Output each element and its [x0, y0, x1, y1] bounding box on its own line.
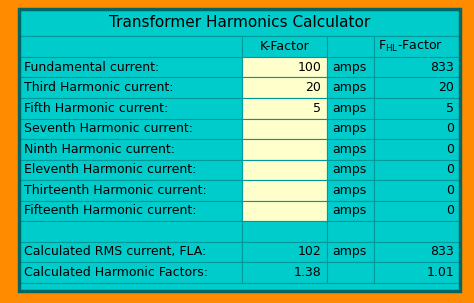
Text: Fifteenth Harmonic current:: Fifteenth Harmonic current: [24, 204, 196, 217]
Bar [374, 201, 460, 221]
Text: amps: amps [332, 61, 366, 74]
Bar [242, 57, 327, 78]
Bar [327, 221, 374, 241]
Text: 0: 0 [446, 204, 454, 217]
Text: 20: 20 [306, 81, 321, 94]
Bar [374, 262, 460, 283]
Text: amps: amps [332, 143, 366, 156]
Text: amps: amps [332, 245, 366, 258]
Text: 20: 20 [438, 81, 454, 94]
Bar [19, 36, 242, 57]
Bar [242, 241, 327, 262]
Bar [327, 98, 374, 118]
Bar [242, 36, 327, 57]
Bar [242, 180, 327, 201]
Text: amps: amps [332, 204, 366, 217]
Bar [242, 139, 327, 160]
Bar [374, 118, 460, 139]
Text: 0: 0 [446, 163, 454, 176]
Bar [327, 160, 374, 180]
Text: 1.01: 1.01 [426, 266, 454, 279]
Bar [374, 139, 460, 160]
Bar [19, 283, 460, 291]
Text: amps: amps [332, 81, 366, 94]
Text: Fundamental current:: Fundamental current: [24, 61, 159, 74]
Text: F$_{\mathregular{HL}}$-Factor: F$_{\mathregular{HL}}$-Factor [378, 39, 443, 54]
Bar [242, 78, 327, 98]
Bar [19, 139, 242, 160]
Text: Third Harmonic current:: Third Harmonic current: [24, 81, 173, 94]
Text: Seventh Harmonic current:: Seventh Harmonic current: [24, 122, 193, 135]
Bar [19, 241, 242, 262]
Bar [374, 57, 460, 78]
Text: 0: 0 [446, 143, 454, 156]
Bar [327, 180, 374, 201]
Text: 0: 0 [446, 122, 454, 135]
Text: 833: 833 [430, 245, 454, 258]
Bar [19, 98, 242, 118]
Bar [242, 262, 327, 283]
Bar [327, 139, 374, 160]
Bar [19, 118, 242, 139]
Bar [19, 78, 242, 98]
Bar [242, 160, 327, 180]
Text: 5: 5 [313, 102, 321, 115]
Bar [19, 262, 242, 283]
Bar [327, 57, 374, 78]
Text: 0: 0 [446, 184, 454, 197]
Bar [242, 221, 327, 241]
Bar [327, 241, 374, 262]
Text: Ninth Harmonic current:: Ninth Harmonic current: [24, 143, 175, 156]
Bar [242, 201, 327, 221]
Bar [19, 201, 242, 221]
Bar [374, 160, 460, 180]
Text: Fifth Harmonic current:: Fifth Harmonic current: [24, 102, 168, 115]
Text: 102: 102 [298, 245, 321, 258]
Text: Calculated Harmonic Factors:: Calculated Harmonic Factors: [24, 266, 208, 279]
Bar [242, 118, 327, 139]
Text: K-Factor: K-Factor [260, 40, 309, 53]
Bar [19, 9, 460, 36]
Bar [374, 241, 460, 262]
Text: Thirteenth Harmonic current:: Thirteenth Harmonic current: [24, 184, 207, 197]
Text: 833: 833 [430, 61, 454, 74]
Bar [327, 36, 374, 57]
Bar [19, 57, 242, 78]
Text: Transformer Harmonics Calculator: Transformer Harmonics Calculator [109, 15, 370, 30]
Bar [19, 221, 242, 241]
Bar [374, 180, 460, 201]
Bar [374, 78, 460, 98]
Text: 5: 5 [446, 102, 454, 115]
Text: Eleventh Harmonic current:: Eleventh Harmonic current: [24, 163, 196, 176]
Bar [327, 201, 374, 221]
Bar [327, 262, 374, 283]
Text: amps: amps [332, 163, 366, 176]
Bar [374, 36, 460, 57]
Text: 1.38: 1.38 [293, 266, 321, 279]
Bar [374, 221, 460, 241]
Bar [19, 160, 242, 180]
Text: amps: amps [332, 122, 366, 135]
Text: 100: 100 [298, 61, 321, 74]
Text: amps: amps [332, 102, 366, 115]
Bar [327, 78, 374, 98]
Text: amps: amps [332, 184, 366, 197]
Bar [242, 98, 327, 118]
Bar [327, 118, 374, 139]
Bar [374, 98, 460, 118]
Text: Calculated RMS current, FLA:: Calculated RMS current, FLA: [24, 245, 206, 258]
Bar [19, 180, 242, 201]
